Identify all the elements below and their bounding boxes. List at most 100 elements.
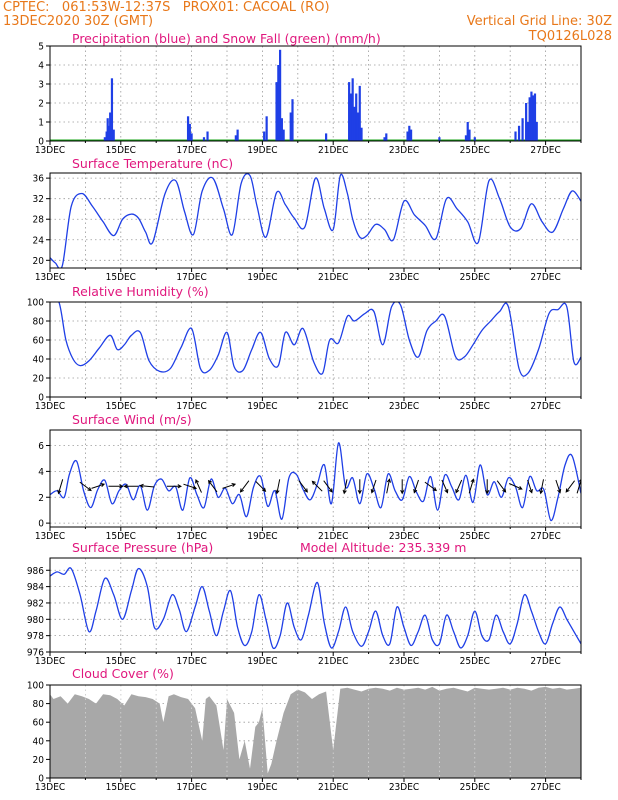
pres-title: Surface Pressure (hPa) <box>72 540 213 555</box>
precip-bar <box>360 127 363 141</box>
temp-panel: Surface Temperature (nC) 20 24 28 32 36 13DEC 1… <box>33 156 582 283</box>
temp-ytick-label: 20 <box>33 256 45 267</box>
precip-bar <box>280 118 283 141</box>
wind-arrow <box>424 481 438 492</box>
precip-bar <box>530 91 533 141</box>
rh-ytick-label: 40 <box>33 355 45 366</box>
wind-xtick-label: 21DEC <box>318 531 348 542</box>
cloud-ytick-label: 100 <box>27 681 44 692</box>
temp-xtick-label: 17DEC <box>176 272 206 283</box>
cloud-ytick-label: 80 <box>33 699 45 710</box>
rh-xtick-label: 25DEC <box>460 401 490 412</box>
precip-bar <box>466 122 469 141</box>
precip-panel: Precipitation (blue) and Snow Fall (gree… <box>35 31 582 156</box>
wind-arrow <box>386 478 391 494</box>
wind-arrow <box>298 480 308 493</box>
precip-bar <box>188 123 191 141</box>
wind-ytick-label: 4 <box>38 467 44 478</box>
wind-ytick-label: 2 <box>38 493 44 504</box>
precip-bar <box>265 116 268 141</box>
wind-arrow <box>222 483 237 489</box>
rh-xtick-label: 19DEC <box>247 401 277 412</box>
temp-ytick-label: 32 <box>33 194 44 205</box>
rh-xtick-label: 17DEC <box>176 401 206 412</box>
precip-bar <box>190 133 193 141</box>
precip-bar <box>385 133 388 141</box>
rh-xtick-label: 13DEC <box>35 401 65 412</box>
wind-xtick-label: 17DEC <box>176 531 206 542</box>
pres-xtick-label: 13DEC <box>35 656 65 667</box>
temp-xtick-label: 21DEC <box>318 272 348 283</box>
wind-ytick-label: 0 <box>38 519 44 530</box>
cloud-ytick-label: 60 <box>33 718 45 729</box>
pres-series-line <box>50 567 581 650</box>
wind-arrow <box>79 481 92 492</box>
precip-bar <box>112 129 115 141</box>
precip-bar <box>275 82 278 141</box>
wind-arrow <box>139 483 155 488</box>
precip-bar <box>277 65 280 141</box>
wind-frame <box>49 429 582 528</box>
pres-ytick-label: 980 <box>27 615 44 626</box>
precip-bar <box>202 137 206 141</box>
precip-bar <box>186 116 190 141</box>
rh-title: Relative Humidity (%) <box>72 284 209 299</box>
wind-arrow <box>508 483 523 490</box>
temp-xtick-label: 25DEC <box>460 272 490 283</box>
panels: Precipitation (blue) and Snow Fall (gree… <box>27 31 582 793</box>
pres-xtick-label: 25DEC <box>460 656 490 667</box>
precip-bar <box>533 93 537 141</box>
temp-ytick-label: 36 <box>33 174 45 185</box>
cloud-xtick-label: 25DEC <box>460 782 490 793</box>
cloud-xtick-label: 23DEC <box>389 782 419 793</box>
header-model-code: TQ0126L028 <box>528 29 612 44</box>
pres-ytick-label: 976 <box>27 648 44 659</box>
wind-xtick-label: 27DEC <box>530 531 560 542</box>
wind-series-line <box>50 442 581 522</box>
header: CPTEC: 061:53W-12:37S PROX01: CACOAL (RO… <box>3 0 612 44</box>
precip-bar <box>383 137 386 141</box>
wind-arrow <box>183 483 198 490</box>
precip-bar <box>291 99 294 141</box>
cloud-xtick-label: 21DEC <box>318 782 348 793</box>
precip-bar <box>110 78 114 141</box>
wind-xtick-label: 13DEC <box>35 531 65 542</box>
temp-series-line <box>50 173 581 268</box>
temp-xtick-label: 19DEC <box>247 272 277 283</box>
precip-bar <box>353 106 356 141</box>
pres-subtitle: Model Altitude: 235.339 m <box>300 540 466 555</box>
pres-ytick-label: 984 <box>27 582 44 593</box>
precip-bar <box>514 131 517 141</box>
temp-xtick-label: 27DEC <box>530 272 560 283</box>
precip-xtick-label: 21DEC <box>318 145 348 156</box>
cloud-ytick-label: 20 <box>33 755 45 766</box>
precip-bar <box>521 118 524 141</box>
precip-xtick-label: 25DEC <box>460 145 490 156</box>
precip-ytick-label: 5 <box>38 42 44 53</box>
wind-arrow <box>342 479 348 495</box>
header-run-time: 13DEC2020 30Z (GMT) <box>3 14 153 29</box>
pres-frame <box>49 557 582 653</box>
temp-ytick-label: 28 <box>33 215 45 226</box>
rh-xtick-label: 23DEC <box>389 401 419 412</box>
wind-arrow <box>468 478 475 494</box>
precip-bar <box>289 112 292 141</box>
precip-bar <box>234 135 237 141</box>
rh-ytick-label: 60 <box>33 336 45 347</box>
wind-arrow <box>413 479 419 494</box>
precip-bar <box>109 112 112 141</box>
wind-arrow <box>57 479 64 495</box>
precip-ytick-label: 2 <box>38 99 44 110</box>
wind-arrow <box>195 479 202 493</box>
precip-bar <box>206 131 209 141</box>
temp-xtick-label: 13DEC <box>35 272 65 283</box>
wind-xtick-label: 23DEC <box>389 531 419 542</box>
cloud-area <box>50 686 581 778</box>
precip-ytick-label: 1 <box>38 118 44 129</box>
wind-arrow <box>565 480 575 493</box>
precip-bar <box>355 93 358 141</box>
precip-bar <box>532 95 535 141</box>
wind-arrow <box>108 484 124 489</box>
rh-frame <box>49 301 582 398</box>
pres-xtick-label: 15DEC <box>106 656 136 667</box>
